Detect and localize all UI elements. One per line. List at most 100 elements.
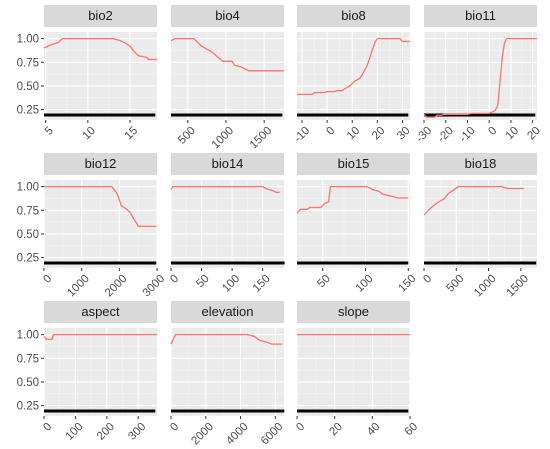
y-tick-label: 1.00 xyxy=(17,182,39,194)
rug-mark xyxy=(314,113,318,117)
rug-mark xyxy=(384,409,387,413)
y-tick-label: 0.75 xyxy=(17,205,39,217)
strip-label: bio8 xyxy=(341,8,366,23)
rug-mark xyxy=(374,409,378,413)
x-tick-label: 5 xyxy=(43,125,56,138)
x-tick-label: 0 xyxy=(168,421,181,434)
x-tick-label: 50 xyxy=(194,273,212,291)
strip-label: bio18 xyxy=(465,156,497,171)
y-tick-label: 0.25 xyxy=(17,253,39,265)
y-tick-label: 0.25 xyxy=(17,105,39,117)
x-tick-label: 300 xyxy=(126,421,148,443)
strip-label: slope xyxy=(338,304,369,319)
rug-mark xyxy=(212,261,215,265)
plot-background xyxy=(424,32,537,120)
rug-mark xyxy=(302,113,305,117)
strip-label: bio2 xyxy=(88,8,113,23)
response-line xyxy=(423,37,537,118)
rug-mark xyxy=(393,409,397,413)
y-tick-label: 0.50 xyxy=(17,377,39,389)
x-tick-label: 60 xyxy=(403,421,421,439)
rug-mark xyxy=(306,113,309,117)
rug-mark xyxy=(203,261,206,265)
strip xyxy=(297,153,410,175)
panel-bio12: bio12 0.25 0.50 0.75 1.00 0 1000 2000 3000 xyxy=(17,153,168,300)
y-tick-label: 0.25 xyxy=(17,401,39,413)
plot-background xyxy=(44,32,157,120)
rug-mark xyxy=(515,261,519,265)
response-line xyxy=(297,37,410,96)
x-tick-label: 0 xyxy=(421,273,434,286)
y-tick-label: 0.50 xyxy=(17,229,39,241)
strip xyxy=(171,301,284,323)
x-tick-label: 0 xyxy=(294,421,307,434)
response-line xyxy=(43,333,157,340)
rug-mark xyxy=(281,409,285,413)
x-tick-label: -10 xyxy=(292,125,312,145)
x-tick-label: 0 xyxy=(41,273,54,286)
strip xyxy=(44,301,157,323)
rug-mark xyxy=(533,261,537,265)
strip xyxy=(424,153,537,175)
rug-mark xyxy=(299,113,302,117)
x-tick-label: 1500 xyxy=(504,273,531,300)
strip xyxy=(424,5,537,27)
x-tick-label: 30 xyxy=(395,125,413,143)
x-tick-label: 20 xyxy=(370,125,388,143)
x-tick-label: 15 xyxy=(123,125,141,143)
x-tick-label: 1000 xyxy=(65,273,92,300)
plot-background xyxy=(171,180,284,268)
x-tick-label: 10 xyxy=(345,125,363,143)
strip xyxy=(44,5,157,27)
x-tick-label: 100 xyxy=(64,421,86,443)
x-tick-label: 1000 xyxy=(210,125,237,152)
x-tick-label: 3000 xyxy=(141,273,168,300)
response-line xyxy=(44,185,157,228)
x-tick-label: 200 xyxy=(95,421,117,443)
x-tick-label: 150 xyxy=(396,273,418,295)
response-line xyxy=(170,333,283,345)
strip-label: bio15 xyxy=(338,156,370,171)
y-tick-label: 0.50 xyxy=(17,81,39,93)
rug-mark xyxy=(277,409,280,413)
panel-aspect: aspect 0.25 0.50 0.75 1.00 0 100 200 300 xyxy=(17,301,157,443)
strip-label: bio11 xyxy=(465,8,496,23)
panel-bio18: bio18 0 500 1000 1500 xyxy=(421,153,537,299)
response-line xyxy=(423,185,525,216)
x-tick-label: -20 xyxy=(436,125,456,145)
rug-mark xyxy=(319,113,323,117)
x-tick-label: -30 xyxy=(414,125,434,145)
x-tick-label: 10 xyxy=(81,125,99,143)
panel-bio11: bio11 -30 -20 -10 0 10 20 xyxy=(414,5,543,145)
strip xyxy=(44,153,157,175)
strip xyxy=(171,5,284,27)
x-tick-label: 20 xyxy=(525,125,543,143)
y-tick-label: 1.00 xyxy=(17,330,39,342)
strip-label: aspect xyxy=(81,304,120,319)
rug-mark xyxy=(282,261,285,265)
x-tick-label: 100 xyxy=(354,273,376,295)
x-tick-label: 40 xyxy=(365,421,383,439)
x-tick-label: 50 xyxy=(315,273,333,291)
plot-background xyxy=(171,32,284,120)
x-tick-label: 1500 xyxy=(248,125,275,152)
response-line xyxy=(296,185,409,214)
panel-bio15: bio15 50 100 150 xyxy=(296,153,419,295)
x-tick-label: 0 xyxy=(324,125,337,138)
x-tick-label: 100 xyxy=(220,273,242,295)
rug-mark xyxy=(140,261,144,265)
x-tick-label: 1000 xyxy=(472,273,499,300)
x-tick-label: 500 xyxy=(444,273,466,295)
x-tick-label: -10 xyxy=(457,125,477,145)
plot-background xyxy=(171,328,284,416)
x-tick-label: 0 xyxy=(41,421,54,434)
y-tick-label: 0.75 xyxy=(17,353,39,365)
rug-mark xyxy=(403,409,406,413)
response-line xyxy=(43,37,157,61)
strip xyxy=(297,5,410,27)
y-tick-label: 0.75 xyxy=(17,57,39,69)
rug-mark xyxy=(378,409,382,413)
x-tick-label: 0 xyxy=(486,125,499,138)
panel-bio4: bio4 500 1000 1500 xyxy=(170,5,284,152)
